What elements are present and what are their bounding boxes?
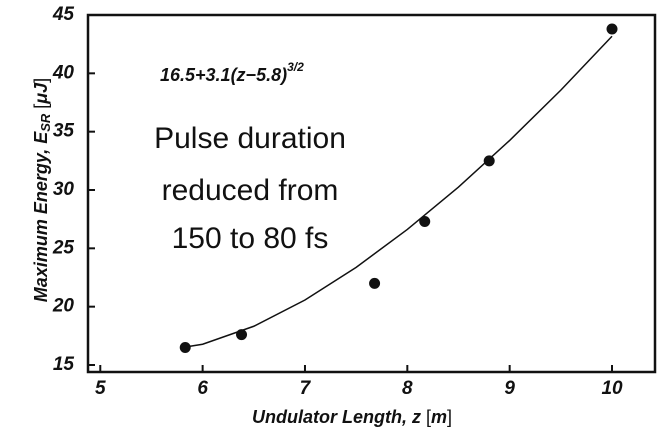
y-tick-label: 15 — [53, 354, 75, 375]
data-point — [483, 155, 495, 167]
x-axis-label: Undulator Length, z [m] — [252, 407, 452, 427]
y-label-sub: SR — [38, 113, 53, 132]
x-label-text: Undulator Length, — [252, 407, 412, 427]
data-point — [369, 277, 381, 289]
y-tick-label: 20 — [52, 296, 75, 317]
y-label-unit: μJ — [31, 82, 51, 105]
x-tick-label: 9 — [504, 378, 515, 399]
x-label-var: z — [411, 407, 421, 427]
x-label-bracket: [ — [421, 407, 431, 427]
y-label-var: E — [31, 131, 51, 144]
y-tick-label: 45 — [52, 4, 75, 25]
x-tick-label: 7 — [300, 378, 312, 399]
data-point — [236, 329, 248, 341]
data-point — [419, 216, 431, 227]
x-tick-label: 10 — [601, 378, 623, 399]
y-label-text: Maximum Energy, — [31, 144, 51, 302]
plot-frame — [86, 13, 657, 374]
data-point — [606, 23, 618, 35]
formula-text: 16.5+3.1(z−5.8) — [160, 65, 287, 85]
x-tick-label: 5 — [95, 378, 106, 399]
data-point — [179, 342, 191, 353]
x-label-bracket: ] — [447, 407, 452, 427]
y-label-bracket: ] — [31, 78, 51, 83]
annotation-line: Pulse duration — [154, 122, 346, 155]
x-tick-label: 6 — [197, 378, 208, 399]
y-tick-label: 40 — [52, 62, 75, 83]
annotation-line: reduced from — [162, 174, 339, 207]
y-axis-label: Maximum Energy, ESR [μJ] — [31, 78, 54, 302]
formula-sup: 3/2 — [287, 60, 304, 74]
fit-curve — [182, 35, 613, 349]
x-tick-label: 8 — [402, 378, 413, 399]
x-label-unit: m — [431, 407, 447, 427]
formula: 16.5+3.1(z−5.8)3/2 — [160, 60, 304, 85]
y-tick-label: 35 — [53, 121, 75, 142]
annotation-line: 150 to 80 fs — [172, 222, 329, 255]
y-tick-label: 25 — [52, 237, 75, 258]
y-label-bracket: [ — [31, 104, 51, 114]
y-tick-label: 30 — [53, 179, 75, 200]
